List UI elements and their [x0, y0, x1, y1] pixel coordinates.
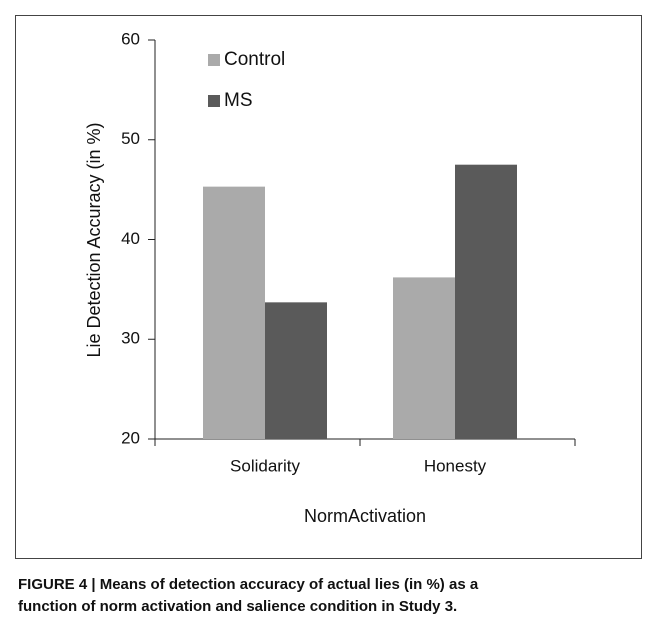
bar — [265, 302, 327, 439]
x-tick-label: Solidarity — [230, 456, 300, 475]
y-axis-label: Lie Detection Accuracy (in %) — [84, 122, 104, 357]
legend-label: Control — [224, 49, 285, 70]
legend-swatch — [208, 95, 220, 107]
caption-line: FIGURE 4 | Means of detection accuracy o… — [18, 576, 479, 593]
y-tick-label: 40 — [121, 229, 140, 248]
y-tick-label: 20 — [121, 428, 140, 447]
legend-label: MS — [224, 90, 253, 111]
y-tick-label: 30 — [121, 329, 140, 348]
caption-line: function of norm activation and salience… — [18, 598, 457, 615]
bar — [455, 164, 517, 439]
bar — [203, 186, 265, 439]
figure-frame — [15, 15, 642, 559]
y-tick-label: 50 — [121, 129, 140, 148]
x-axis-label: NormActivation — [304, 506, 426, 526]
y-tick-label: 60 — [121, 29, 140, 48]
legend-swatch — [208, 54, 220, 66]
x-tick-label: Honesty — [424, 456, 487, 475]
bar — [393, 277, 455, 439]
